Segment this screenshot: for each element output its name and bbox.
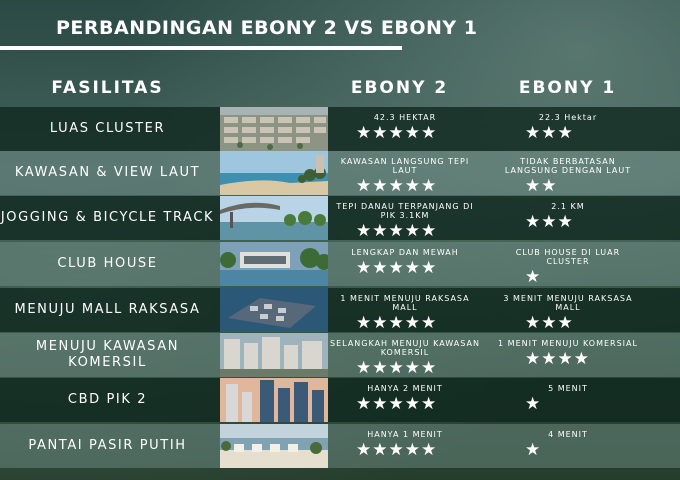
ebony2-cell: HANYA 1 MENIT ★★★★★ — [330, 424, 480, 468]
ebony2-note: LENGKAP DAN MEWAH — [351, 248, 459, 257]
ebony2-cell: SELANGKAH MENUJU KAWASAN KOMERSIL ★★★★★ — [330, 333, 480, 377]
ebony1-cell: 5 MENIT ★ — [493, 378, 643, 422]
facility-label: MENUJU MALL RAKSASA — [14, 302, 201, 317]
ebony2-cell: LENGKAP DAN MEWAH ★★★★★ — [330, 242, 480, 286]
table-row: JOGGING & BICYCLE TRACK TEPI DANAU TERPA… — [0, 196, 680, 240]
table-row: MENUJU MALL RAKSASA 1 MENIT MENUJU RAKSA… — [0, 288, 680, 332]
ebony1-note: CLUB HOUSE DI LUAR CLUSTER — [515, 248, 621, 266]
ebony2-rating-stars: ★★★★★ — [356, 394, 438, 414]
facility-label: CBD PIK 2 — [67, 392, 148, 407]
ebony1-cell: 1 MENIT MENUJU KOMERSIAL ★★★★ — [493, 333, 643, 377]
facility-label: CLUB HOUSE — [57, 256, 158, 271]
club-house-photo — [220, 242, 328, 286]
ebony1-rating-stars: ★ — [525, 267, 542, 287]
ebony1-cell: 4 MENIT ★ — [493, 424, 643, 468]
ebony2-rating-stars: ★★★★★ — [356, 221, 438, 241]
ebony2-cell: HANYA 2 MENIT ★★★★★ — [330, 378, 480, 422]
page-title: PERBANDINGAN EBONY 2 VS EBONY 1 — [56, 17, 478, 39]
ebony1-cell: CLUB HOUSE DI LUAR CLUSTER ★ — [493, 242, 643, 286]
ebony2-note: SELANGKAH MENUJU KAWASAN KOMERSIL — [330, 339, 480, 357]
table-row: CBD PIK 2 HANYA 2 MENIT ★★★★★ 5 MENIT ★ — [0, 378, 680, 422]
ebony1-rating-stars: ★ — [525, 394, 542, 414]
ebony1-note: 3 MENIT MENUJU RAKSASA MALL — [503, 294, 633, 312]
commercial-area-photo — [220, 333, 328, 377]
ebony1-rating-stars: ★ — [525, 440, 542, 460]
facility-label: JOGGING & BICYCLE TRACK — [0, 210, 215, 225]
ebony2-note: KAWASAN LANGSUNG TEPI LAUT — [340, 157, 470, 175]
ebony1-note: 2.1 KM — [551, 202, 585, 211]
title-underline — [0, 46, 402, 50]
ebony1-note: 5 MENIT — [548, 384, 588, 393]
ebony1-note: TIDAK BERBATASAN LANGSUNG DENGAN LAUT — [504, 157, 632, 175]
table-row: LUAS CLUSTER 42.3 HEKTAR ★★★★★ 22.3 Hekt… — [0, 107, 680, 151]
ebony2-note: TEPI DANAU TERPANJANG DI PIK 3.1KM — [336, 202, 474, 220]
ebony1-rating-stars: ★★★ — [525, 123, 574, 143]
ebony1-rating-stars: ★★ — [525, 176, 558, 196]
ebony2-note: HANYA 2 MENIT — [367, 384, 443, 393]
ebony1-cell: 3 MENIT MENUJU RAKSASA MALL ★★★ — [493, 288, 643, 332]
ebony2-cell: TEPI DANAU TERPANJANG DI PIK 3.1KM ★★★★★ — [330, 196, 480, 240]
ebony1-note: 4 MENIT — [548, 430, 588, 439]
sea-view-photo — [220, 151, 328, 195]
ebony1-rating-stars: ★★★ — [525, 313, 574, 333]
ebony2-rating-stars: ★★★★★ — [356, 176, 438, 196]
ebony1-rating-stars: ★★★ — [525, 212, 574, 232]
table-row: MENUJU KAWASAN KOMERSIL SELANGKAH MENUJU… — [0, 333, 680, 377]
header: PERBANDINGAN EBONY 2 VS EBONY 1 — [0, 0, 680, 60]
mall-aerial-photo — [220, 288, 328, 332]
ebony1-cell: 22.3 Hektar ★★★ — [493, 107, 643, 151]
ebony2-rating-stars: ★★★★★ — [356, 258, 438, 278]
ebony2-rating-stars: ★★★★★ — [356, 358, 438, 378]
ebony2-rating-stars: ★★★★★ — [356, 440, 438, 460]
ebony1-cell: TIDAK BERBATASAN LANGSUNG DENGAN LAUT ★★ — [493, 151, 643, 195]
table-row: PANTAI PASIR PUTIH HANYA 1 MENIT ★★★★★ 4… — [0, 424, 680, 468]
cbd-skyline-photo — [220, 378, 328, 422]
white-sand-beach-photo — [220, 424, 328, 468]
facility-label: MENUJU KAWASAN KOMERSIL — [35, 339, 180, 370]
ebony2-note: 1 MENIT MENUJU RAKSASA MALL — [340, 294, 470, 312]
lakeside-track-photo — [220, 196, 328, 240]
facility-label: PANTAI PASIR PUTIH — [28, 438, 187, 453]
ebony2-cell: 1 MENIT MENUJU RAKSASA MALL ★★★★★ — [330, 288, 480, 332]
ebony1-cell: 2.1 KM ★★★ — [493, 196, 643, 240]
ebony2-note: 42.3 HEKTAR — [373, 113, 437, 122]
facility-label: KAWASAN & VIEW LAUT — [14, 165, 201, 180]
column-header-facility: FASILITAS — [51, 78, 164, 98]
ebony1-rating-stars: ★★★★ — [525, 349, 590, 369]
column-header-ebony2: EBONY 2 — [350, 78, 449, 98]
ebony1-note: 22.3 Hektar — [538, 113, 598, 122]
ebony1-note: 1 MENIT MENUJU KOMERSIAL — [498, 339, 638, 348]
ebony2-cell: KAWASAN LANGSUNG TEPI LAUT ★★★★★ — [330, 151, 480, 195]
facility-label: LUAS CLUSTER — [49, 121, 166, 136]
table-row: KAWASAN & VIEW LAUT KAWASAN LANGSUNG TEP… — [0, 151, 680, 195]
cluster-aerial-photo — [220, 107, 328, 151]
column-header-ebony1: EBONY 1 — [518, 78, 617, 98]
ebony2-note: HANYA 1 MENIT — [367, 430, 443, 439]
ebony2-cell: 42.3 HEKTAR ★★★★★ — [330, 107, 480, 151]
ebony2-rating-stars: ★★★★★ — [356, 123, 438, 143]
ebony2-rating-stars: ★★★★★ — [356, 313, 438, 333]
table-row: CLUB HOUSE LENGKAP DAN MEWAH ★★★★★ CLUB … — [0, 242, 680, 286]
